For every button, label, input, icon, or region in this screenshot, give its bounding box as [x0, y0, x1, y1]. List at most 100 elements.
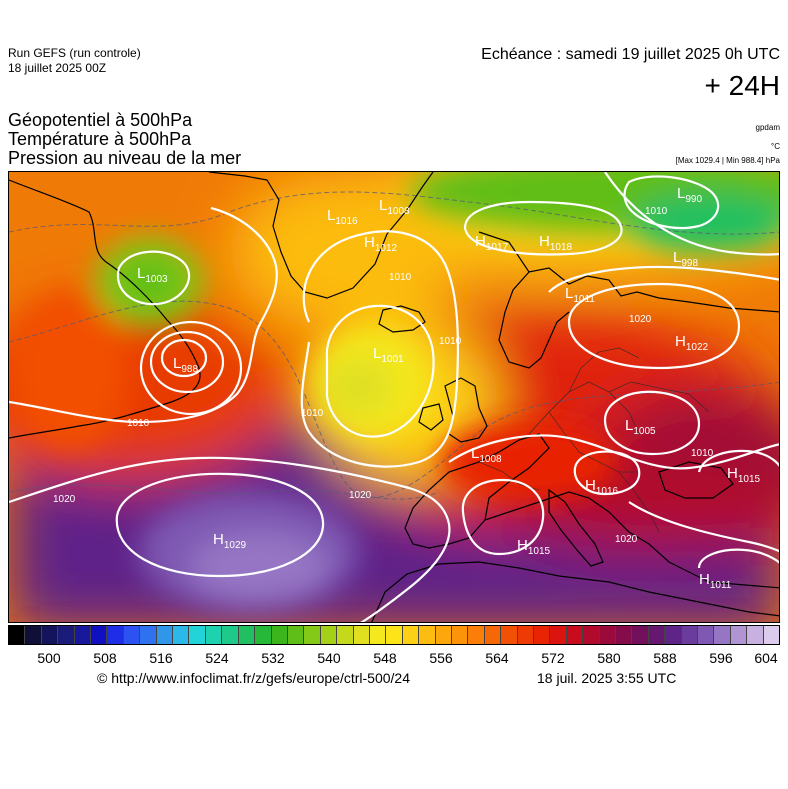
pressure-centre-low: L1016 — [327, 207, 358, 227]
colorbar-cell — [419, 626, 436, 644]
colorbar-cell — [337, 626, 354, 644]
colorbar-cell — [156, 626, 174, 644]
isobar-1010-central — [448, 434, 779, 470]
africa-coast — [371, 561, 779, 622]
generated-time: 18 juil. 2025 3:55 UTC — [537, 670, 677, 686]
colorbar-cell — [681, 626, 699, 644]
pressure-centre-value: 1008 — [479, 454, 502, 465]
colorbar-cell — [451, 626, 469, 644]
colorbar-cell — [714, 626, 731, 644]
copyright-url: © http://www.infoclimat.fr/z/gefs/europe… — [97, 670, 411, 686]
isobar-value-label: 1020 — [349, 490, 372, 501]
colorbar-tick-label: 572 — [541, 650, 565, 666]
colorbar-cell — [271, 626, 288, 644]
colorbar-cell — [123, 626, 141, 644]
pressure-centre-value: 1017 — [486, 242, 509, 253]
parameter-pressure: Pression au niveau de la mer — [8, 148, 242, 168]
italy-coast — [548, 488, 604, 567]
isobar-value-labels: 1010 1010 1010 1010 1020 1020 1020 1020 1010 1010 — [53, 206, 714, 545]
pressure-centre-low: L1011 — [565, 285, 595, 305]
pressure-centre-value: 990 — [685, 194, 702, 205]
pressure-centre-high: H1012 — [364, 234, 398, 254]
isobar-1010-west — [9, 206, 278, 424]
colorbar-cell — [616, 626, 633, 644]
isobar-1020-azores — [9, 456, 451, 622]
ireland-coast — [418, 403, 444, 431]
isobar-value-label: 1010 — [439, 336, 462, 347]
pressure-centre-type: H — [475, 233, 486, 250]
isobars — [9, 172, 779, 622]
colorbar-cell — [222, 626, 239, 644]
isobar-value-label: 1010 — [389, 272, 412, 283]
isobar-low-990 — [623, 175, 720, 230]
colorbar-cell — [25, 626, 42, 644]
pressure-centre-type: L — [625, 417, 633, 434]
pressure-centre-type: H — [213, 531, 224, 548]
pressure-centre-high: H1018 — [539, 233, 573, 253]
forecast-lead-time: + 24H — [704, 70, 781, 101]
colorbar-cell — [189, 626, 206, 644]
isobar-high-1022 — [567, 282, 741, 370]
colorbar-cell — [287, 626, 305, 644]
colorbar-cell — [763, 626, 780, 644]
colorbar-cell — [501, 626, 518, 644]
pressure-centre-low: L998 — [673, 249, 698, 269]
colorbar-cell — [238, 626, 256, 644]
colorbar-cell — [566, 626, 584, 644]
colorbar-cell — [468, 626, 485, 644]
pressure-centre-type: L — [565, 285, 573, 302]
canada-coast — [9, 179, 201, 439]
colorbar-cell — [484, 626, 502, 644]
colorbar-cell — [74, 626, 92, 644]
colorbar-cell — [369, 626, 387, 644]
isobar-1020-north — [548, 265, 779, 293]
black-sea-coast — [658, 461, 734, 499]
isobar-low-1001 — [325, 304, 435, 438]
pressure-centre-high: H1017 — [475, 233, 509, 253]
pressure-centre-type: H — [727, 465, 738, 482]
parameter-temperature: Température à 500hPa — [8, 129, 192, 149]
run-title: Run GEFS (run controle) — [8, 46, 141, 60]
colorbar-tick-label: 548 — [373, 650, 397, 666]
norway-coast — [498, 271, 570, 369]
colorbar-cell — [599, 626, 617, 644]
pressure-centre-type: L — [673, 249, 681, 266]
colorbar-cell — [632, 626, 649, 644]
weather-map: L1016 L1008 H1012 H1017 H1018 L990 L998 L1003 L9… — [8, 171, 780, 623]
pressure-centre-type: H — [675, 333, 686, 350]
pressure-centre-high: H1015 — [727, 465, 761, 485]
colorbar-cell — [402, 626, 420, 644]
isobar-low-1003 — [116, 250, 191, 306]
pressure-centre-value: 1016 — [596, 486, 619, 497]
pressure-centre-value: 1022 — [686, 342, 709, 353]
pressure-centre-type: H — [585, 477, 596, 494]
pressure-centre-value: 1015 — [528, 546, 551, 557]
colorbar-cell — [730, 626, 748, 644]
colorbar-cell — [698, 626, 715, 644]
isobar-value-label: 1020 — [629, 314, 652, 325]
colorbar — [8, 625, 780, 645]
pressure-centre-value: 1001 — [381, 354, 404, 365]
pressure-centre-type: L — [173, 355, 181, 372]
pressure-centre-type: L — [471, 445, 479, 462]
pressure-centre-type: L — [327, 207, 335, 224]
geopotential-field — [9, 172, 779, 622]
pressure-centre-type: H — [539, 233, 550, 250]
colorbar-tick-label: 516 — [149, 650, 173, 666]
colorbar-ticks: 500 508 516 524 532 540 548 556 564 572 580 588 596 6… — [8, 650, 780, 668]
colorbar-cell — [517, 626, 534, 644]
pressure-centre-type: L — [373, 345, 381, 362]
pressure-centre-low: L988 — [173, 355, 198, 375]
isobar-value-label: 1020 — [53, 494, 76, 505]
pressure-centre-low: L1003 — [137, 265, 168, 285]
colorbar-tick-label: 588 — [653, 650, 677, 666]
pressure-centre-value: 1008 — [387, 206, 410, 217]
run-date: 18 juillet 2025 00Z — [8, 61, 107, 75]
forecast-valid-time: Echéance : samedi 19 juillet 2025 0h UTC — [481, 46, 780, 63]
colorbar-cell — [41, 626, 59, 644]
isobar-value-label: 1010 — [645, 206, 668, 217]
isobar-low-988-outer — [139, 320, 243, 416]
pressure-centre-value: 1016 — [335, 216, 358, 227]
colorbar-tick-label: 540 — [317, 650, 341, 666]
